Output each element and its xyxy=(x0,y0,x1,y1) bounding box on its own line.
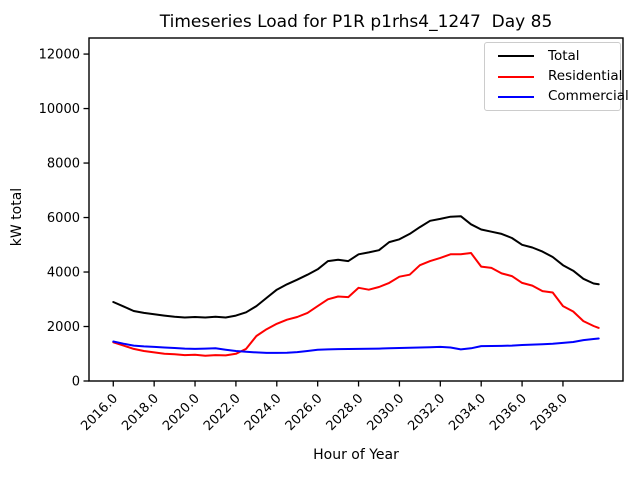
x-tick-label: 2032.0 xyxy=(405,391,448,434)
y-tick-label: 4000 xyxy=(47,266,80,281)
series-line-total xyxy=(112,215,600,319)
legend-item-residential: Residential xyxy=(498,67,623,84)
series-line-residential xyxy=(112,252,600,357)
x-tick-label: 2036.0 xyxy=(487,391,530,434)
legend-label-commercial: Commercial xyxy=(548,87,629,104)
x-tick-label: 2034.0 xyxy=(446,391,489,434)
x-tick-label: 2028.0 xyxy=(324,391,367,434)
series-line-commercial xyxy=(112,337,600,354)
y-tick-label: 12000 xyxy=(39,48,80,63)
x-tick-label: 2038.0 xyxy=(528,391,571,434)
legend-item-commercial: Commercial xyxy=(498,89,629,104)
x-tick-label: 2030.0 xyxy=(364,391,407,434)
x-tick-label: 2024.0 xyxy=(242,391,285,434)
legend: Total Residential Commercial xyxy=(484,42,629,111)
legend-label-residential: Residential xyxy=(548,67,623,84)
chart-title: Timeseries Load for P1R p1rhs4_1247 Day … xyxy=(159,12,553,32)
x-tick-label: 2022.0 xyxy=(201,391,244,434)
x-tick-label: 2018.0 xyxy=(119,391,162,434)
legend-item-total: Total xyxy=(498,47,620,64)
y-tick-label: 2000 xyxy=(47,320,80,335)
legend-line-sample-commercial xyxy=(498,95,534,98)
x-tick-label: 2026.0 xyxy=(283,391,326,434)
y-tick-label: 6000 xyxy=(47,211,80,226)
legend-line-sample-total xyxy=(498,55,534,58)
y-tick-label: 8000 xyxy=(47,157,80,172)
y-tick-label: 0 xyxy=(72,375,80,390)
x-tick-label: 2016.0 xyxy=(78,391,121,434)
legend-line-sample-residential xyxy=(498,75,534,78)
legend-label-total: Total xyxy=(548,47,580,64)
axes-spines xyxy=(88,37,624,382)
y-tick-label: 10000 xyxy=(39,102,80,117)
x-tick-label: 2020.0 xyxy=(160,391,203,434)
x-axis-label: Hour of Year xyxy=(313,447,399,463)
